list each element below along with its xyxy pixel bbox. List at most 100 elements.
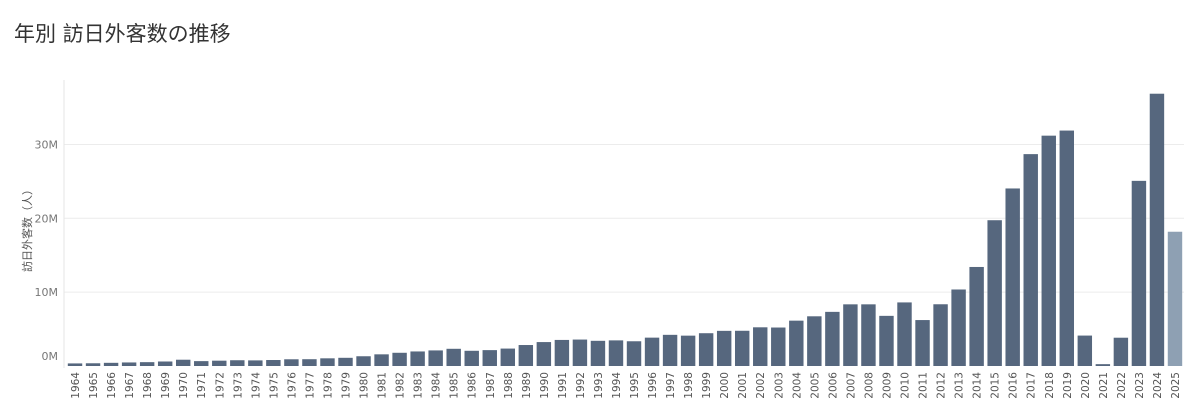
bar-1999[interactable]: [698, 333, 714, 366]
x-tick-label: 1971: [196, 372, 208, 399]
x-tick-label: 1986: [467, 372, 479, 399]
bar-1992[interactable]: [572, 339, 588, 366]
bar-1964[interactable]: [67, 363, 83, 366]
x-tick-label: 2018: [1044, 372, 1056, 399]
x-tick-label: 2016: [1008, 372, 1020, 399]
bar-1968[interactable]: [139, 362, 155, 366]
bar-1983[interactable]: [410, 351, 425, 366]
x-tick-label: 1977: [304, 372, 316, 399]
x-tick-label: 1973: [232, 372, 244, 399]
bar-1971[interactable]: [194, 361, 209, 366]
bar-2001[interactable]: [734, 330, 750, 366]
x-tick-label: 1995: [629, 372, 641, 399]
x-tick-label: 2011: [918, 372, 930, 399]
x-tick-label: 1970: [178, 372, 190, 399]
bar-2012[interactable]: [933, 304, 948, 366]
x-tick-label: 1965: [88, 372, 100, 399]
bar-2021[interactable]: [1095, 364, 1111, 366]
x-tick-label: 1998: [683, 372, 695, 399]
bar-1972[interactable]: [212, 360, 227, 366]
x-tick-label: 2003: [773, 372, 785, 399]
bar-2015[interactable]: [987, 220, 1002, 366]
bar-1997[interactable]: [662, 334, 678, 366]
bar-1975[interactable]: [266, 360, 281, 366]
bar-1966[interactable]: [103, 362, 119, 366]
x-tick-label: 2021: [1098, 372, 1110, 399]
x-tick-label: 1992: [575, 372, 587, 399]
bar-2010[interactable]: [897, 302, 912, 366]
y-tick-label: 30M: [35, 138, 59, 151]
bar-1989[interactable]: [518, 345, 534, 366]
bar-1990[interactable]: [536, 342, 552, 366]
bar-2024[interactable]: [1149, 93, 1165, 366]
bar-1982[interactable]: [392, 352, 407, 366]
bar-2016[interactable]: [1005, 188, 1020, 366]
bar-2007[interactable]: [843, 304, 858, 366]
bar-2009[interactable]: [879, 315, 894, 366]
x-tick-label: 2022: [1116, 372, 1128, 399]
x-tick-label: 1985: [449, 372, 461, 399]
x-tick-label: 1972: [214, 372, 226, 399]
bar-1987[interactable]: [482, 350, 497, 366]
bar-1986[interactable]: [464, 350, 479, 366]
bar-1985[interactable]: [446, 348, 461, 366]
bar-2022[interactable]: [1113, 337, 1129, 366]
bar-2018[interactable]: [1041, 135, 1056, 366]
bar-1973[interactable]: [230, 360, 245, 366]
x-tick-label: 2009: [881, 372, 893, 399]
x-tick-label: 1983: [413, 372, 425, 399]
x-tick-labels: 1964 1965 1966 1967 1968 1969 1970 1971 1972 1973…: [70, 372, 1182, 399]
bar-1979[interactable]: [338, 357, 353, 366]
x-tick-label: 2001: [737, 372, 749, 399]
bar-2005[interactable]: [807, 316, 822, 366]
x-tick-label: 1996: [647, 372, 659, 399]
bar-1970[interactable]: [175, 359, 191, 366]
bar-2013[interactable]: [951, 289, 966, 366]
bar-1978[interactable]: [320, 358, 335, 366]
x-tick-label: 2023: [1134, 372, 1146, 399]
x-tick-label: 2020: [1080, 372, 1092, 399]
bar-2004[interactable]: [789, 320, 804, 366]
bar-2002[interactable]: [753, 327, 768, 366]
bar-1998[interactable]: [680, 335, 696, 366]
x-tick-label: 2010: [900, 372, 912, 399]
x-tick-label: 2006: [827, 372, 839, 399]
bar-1980[interactable]: [356, 356, 371, 366]
y-axis-label: 訪日外客数（人）: [20, 184, 34, 272]
bar-2000[interactable]: [716, 330, 732, 366]
x-tick-label: 2013: [954, 372, 966, 399]
bar-1995[interactable]: [626, 341, 642, 366]
bar-1969[interactable]: [157, 361, 173, 366]
bar-2025[interactable]: [1167, 231, 1183, 366]
bar-1994[interactable]: [608, 340, 624, 366]
bar-2011[interactable]: [915, 320, 930, 366]
x-tick-label: 1978: [322, 372, 334, 399]
bar-1984[interactable]: [428, 350, 443, 366]
bar-2023[interactable]: [1131, 180, 1147, 366]
bar-2017[interactable]: [1023, 154, 1038, 366]
bar-1974[interactable]: [248, 360, 263, 366]
bar-1996[interactable]: [644, 337, 660, 366]
bar-1993[interactable]: [590, 340, 606, 366]
x-tick-label: 2007: [845, 372, 857, 399]
bar-1981[interactable]: [374, 354, 389, 366]
bar-2020[interactable]: [1077, 335, 1093, 366]
bar-1965[interactable]: [85, 363, 101, 366]
bar-1976[interactable]: [284, 359, 299, 366]
x-tick-label: 1980: [359, 372, 371, 399]
bar-2006[interactable]: [825, 311, 840, 366]
x-tick-label: 1981: [377, 372, 389, 399]
bar-1967[interactable]: [121, 362, 137, 366]
bar-2003[interactable]: [771, 327, 786, 366]
bar-1991[interactable]: [554, 339, 570, 366]
bar-1977[interactable]: [302, 359, 317, 366]
y-tick-labels: 0M 10M 20M 30M: [35, 138, 59, 363]
x-tick-label: 2008: [863, 372, 875, 399]
bar-2019[interactable]: [1059, 130, 1075, 366]
x-tick-label: 1984: [431, 372, 443, 399]
x-tick-label: 2000: [719, 372, 731, 399]
bar-2014[interactable]: [969, 266, 984, 366]
bar-2008[interactable]: [861, 304, 876, 366]
bar-1988[interactable]: [500, 348, 516, 366]
x-tick-label: 2005: [809, 372, 821, 399]
